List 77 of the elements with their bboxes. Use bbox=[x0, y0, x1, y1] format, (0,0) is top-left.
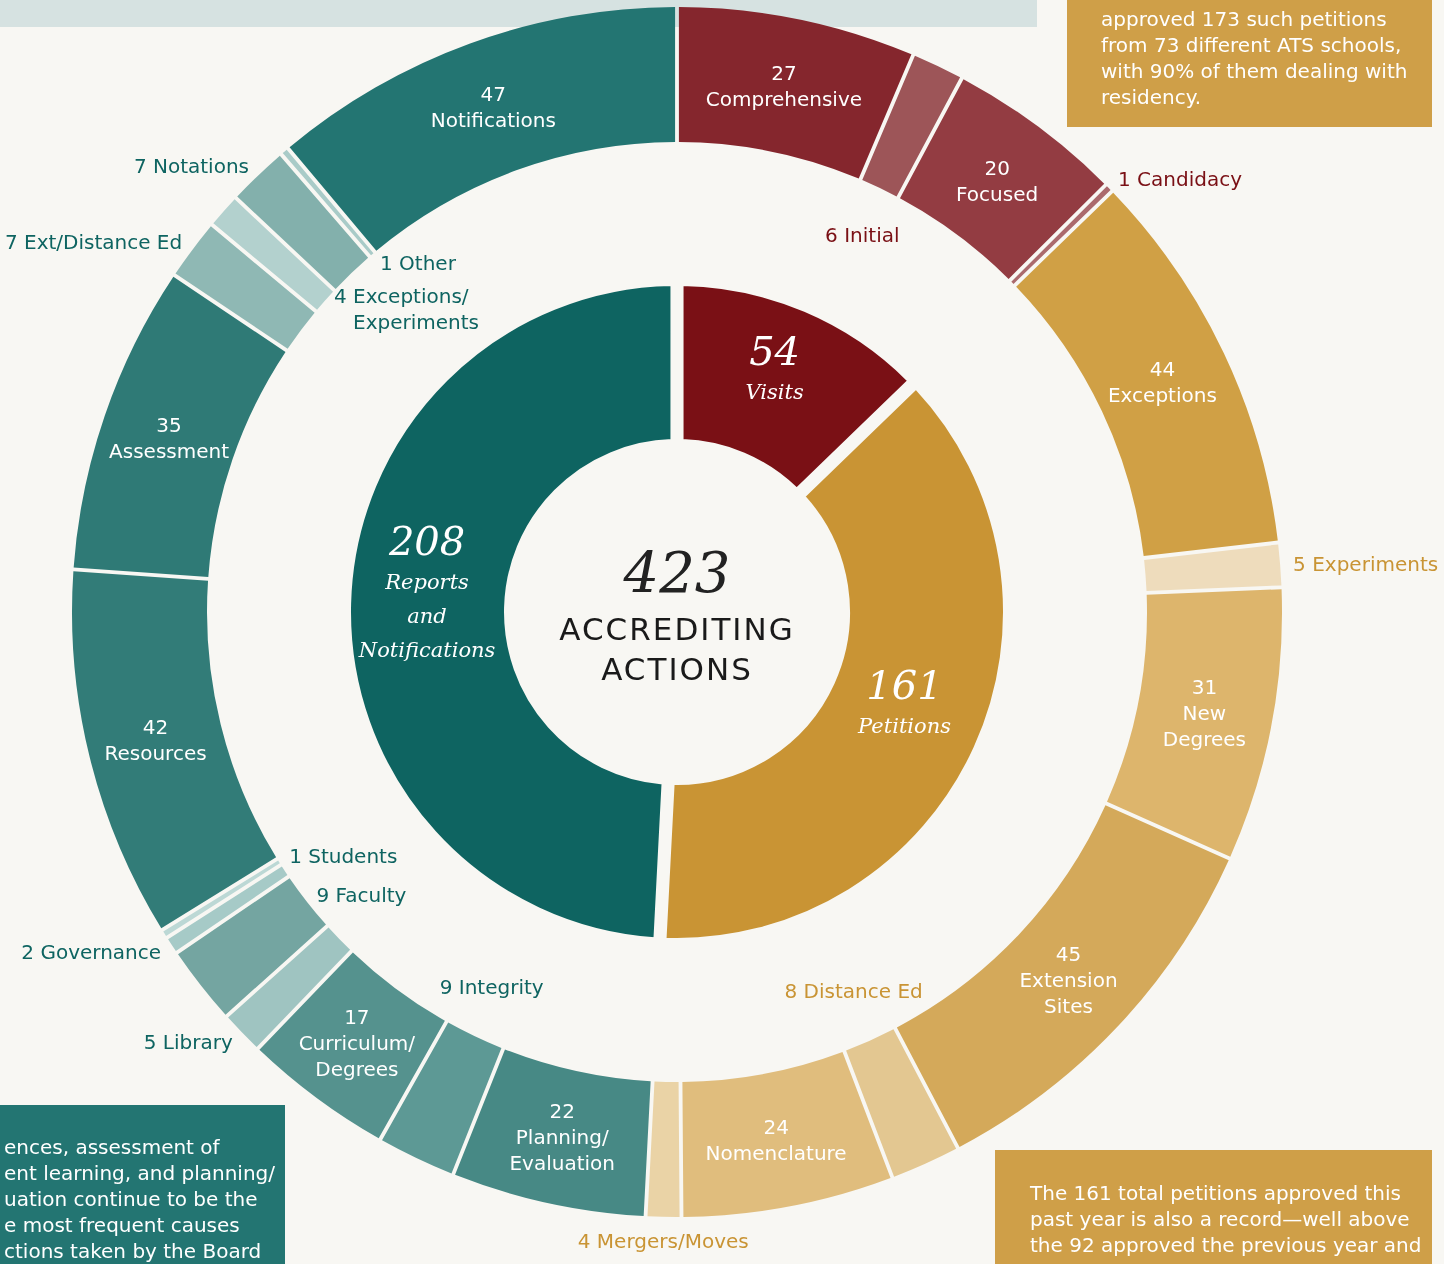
donut-slice bbox=[678, 7, 912, 179]
slice-label: Other bbox=[399, 251, 457, 276]
slice-label: Students bbox=[308, 843, 398, 868]
data-label: 54 bbox=[749, 327, 801, 374]
slice-label: Nomenclature bbox=[705, 1140, 847, 1165]
donut-slice bbox=[647, 1081, 680, 1217]
slice-label: Curriculum/Degrees bbox=[298, 1031, 416, 1082]
data-label: 47 bbox=[480, 82, 507, 107]
data-label: 24 bbox=[763, 1114, 789, 1139]
data-label: 44 bbox=[1149, 357, 1176, 382]
data-label: 8 bbox=[784, 979, 798, 1004]
data-label: 1 bbox=[289, 843, 302, 868]
donut-slice bbox=[282, 149, 374, 256]
data-label: 9 bbox=[316, 882, 330, 907]
slice-label: Integrity bbox=[458, 975, 544, 1000]
donut-slice bbox=[1107, 589, 1282, 857]
data-label: 17 bbox=[344, 1005, 370, 1030]
data-label: 6 bbox=[825, 222, 838, 247]
data-label: 2 bbox=[21, 940, 35, 965]
donut-slice bbox=[73, 276, 286, 577]
slice-label: Visits bbox=[745, 379, 804, 404]
data-label: 27 bbox=[771, 60, 797, 85]
donut-slice bbox=[163, 860, 280, 936]
slice-label: Governance bbox=[40, 940, 162, 965]
slice-label: Resources bbox=[104, 741, 207, 766]
donut-slice bbox=[213, 199, 334, 310]
donut-slice bbox=[289, 7, 676, 251]
slice-label: Faculty bbox=[335, 882, 407, 907]
data-label: 22 bbox=[549, 1098, 575, 1123]
slice-label: Assessment bbox=[109, 438, 230, 463]
slice-label: Notifications bbox=[430, 108, 556, 133]
data-label: 208 bbox=[387, 517, 466, 564]
data-label: 1 bbox=[380, 251, 393, 276]
text: ences, assessment of ent learning, and planning/ uation continue to be the e most frequent causes ctions taken by the Board bbox=[4, 1135, 276, 1263]
text: 423 bbox=[622, 540, 731, 605]
slice-label: New Degrees bbox=[1162, 701, 1247, 752]
slice-label: Reports and Notifications bbox=[357, 569, 496, 662]
slice-label: Extension Sites bbox=[1019, 967, 1118, 1018]
slice-label: Planning/Evaluation bbox=[509, 1124, 615, 1175]
donut-slice bbox=[846, 1029, 957, 1177]
donut-slice bbox=[168, 866, 288, 951]
data-label: 1 bbox=[1118, 167, 1131, 192]
slice-label: Initial bbox=[844, 222, 900, 247]
text: The 161 total petitions approved this past year is also a record—well above the 92 approved the previous year and bbox=[1029, 1181, 1422, 1257]
text: approved 173 such petitions from 73 different ATS schools, with 90% of them dealing with residency. bbox=[1101, 7, 1408, 109]
data-label: 5 bbox=[143, 1029, 157, 1054]
slice-label: Experiments bbox=[1312, 551, 1439, 576]
data-label: 20 bbox=[984, 155, 1010, 180]
donut-slice bbox=[896, 805, 1229, 1147]
slice-label: Notations bbox=[153, 154, 250, 179]
donut-slice bbox=[455, 1049, 651, 1217]
slice-label: Ext/Distance Ed bbox=[24, 229, 183, 254]
slice-label: Mergers/Moves bbox=[596, 1228, 749, 1253]
slice-label: Petitions bbox=[857, 713, 952, 738]
donut-slice bbox=[178, 878, 326, 1015]
text: ACCREDITING ACTIONS bbox=[559, 611, 795, 687]
data-label: 42 bbox=[142, 715, 169, 740]
data-label: 45 bbox=[1055, 941, 1082, 966]
data-label: 4 bbox=[333, 283, 347, 308]
donut-slice bbox=[682, 1051, 891, 1217]
data-label: 9 bbox=[439, 975, 453, 1000]
data-label: 7 bbox=[4, 229, 18, 254]
donut-slice bbox=[1144, 544, 1282, 591]
data-label: 7 bbox=[133, 154, 147, 179]
donut-slice bbox=[72, 571, 277, 929]
data-label: 161 bbox=[866, 661, 943, 708]
slice-label: Exceptions bbox=[1107, 383, 1217, 408]
data-label: 31 bbox=[1191, 675, 1218, 700]
data-label: 35 bbox=[156, 412, 182, 437]
slice-label: Distance Ed bbox=[803, 979, 923, 1004]
slice-label: Focused bbox=[956, 181, 1039, 206]
slice-label: Exceptions/Experiments bbox=[353, 283, 479, 334]
slice-label: Comprehensive bbox=[705, 86, 863, 111]
slice-label: Library bbox=[162, 1029, 233, 1054]
slice-label: Candidacy bbox=[1137, 167, 1243, 192]
data-label: 4 bbox=[577, 1228, 591, 1253]
data-label: 5 bbox=[1293, 551, 1306, 576]
